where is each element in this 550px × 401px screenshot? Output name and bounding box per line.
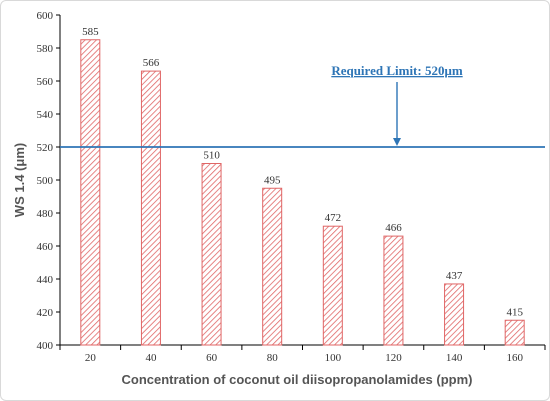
reference-arrow-head — [393, 138, 401, 146]
bar[interactable] — [80, 39, 101, 346]
y-tick-label: 540 — [37, 109, 54, 121]
data-labels: 585 566 510 495 472 466 437 415 — [82, 26, 523, 319]
y-tick-label: 440 — [37, 274, 54, 286]
bar[interactable] — [140, 70, 161, 346]
x-tick-label: 120 — [385, 352, 402, 364]
axes: 400 420 440 460 480 500 520 540 560 580 600 20 40 60 8… — [37, 10, 546, 364]
bar[interactable] — [262, 187, 283, 346]
y-tick-label: 460 — [37, 241, 54, 253]
bar[interactable] — [322, 225, 343, 346]
reference-line-label: Required Limit: 520μm — [331, 63, 463, 78]
data-label: 566 — [143, 57, 160, 69]
bars — [80, 39, 525, 346]
data-label: 495 — [264, 174, 281, 186]
data-label: 415 — [506, 306, 523, 318]
y-tick-label: 520 — [37, 142, 54, 154]
x-tick-label: 100 — [325, 352, 342, 364]
x-tick-label: 80 — [267, 352, 279, 364]
y-axis-title: WS 1.4 (μm) — [12, 143, 27, 217]
x-tick-label: 140 — [446, 352, 463, 364]
y-tick-label: 560 — [37, 76, 54, 88]
x-tick-label: 60 — [206, 352, 218, 364]
bar[interactable] — [444, 283, 465, 346]
y-tick-label: 600 — [37, 10, 54, 22]
data-label: 472 — [325, 212, 342, 224]
x-tick-label: 40 — [145, 352, 157, 364]
x-tick-label: 20 — [85, 352, 97, 364]
x-axis-title: Concentration of coconut oil diisopropan… — [122, 372, 473, 387]
y-tick-label: 500 — [37, 175, 54, 187]
bar[interactable] — [504, 319, 525, 346]
y-tick-label: 580 — [37, 43, 54, 55]
bar[interactable] — [201, 163, 222, 346]
y-tick-label: 400 — [37, 340, 54, 352]
data-label: 437 — [446, 270, 463, 282]
y-tick-label: 480 — [37, 208, 54, 220]
reference-line-group: Required Limit: 520μm — [60, 63, 545, 148]
x-tick-label: 160 — [506, 352, 523, 364]
bar[interactable] — [383, 235, 404, 346]
y-tick-label: 420 — [37, 307, 54, 319]
data-label: 585 — [82, 26, 99, 38]
data-label: 510 — [203, 150, 220, 162]
data-label: 466 — [385, 222, 402, 234]
